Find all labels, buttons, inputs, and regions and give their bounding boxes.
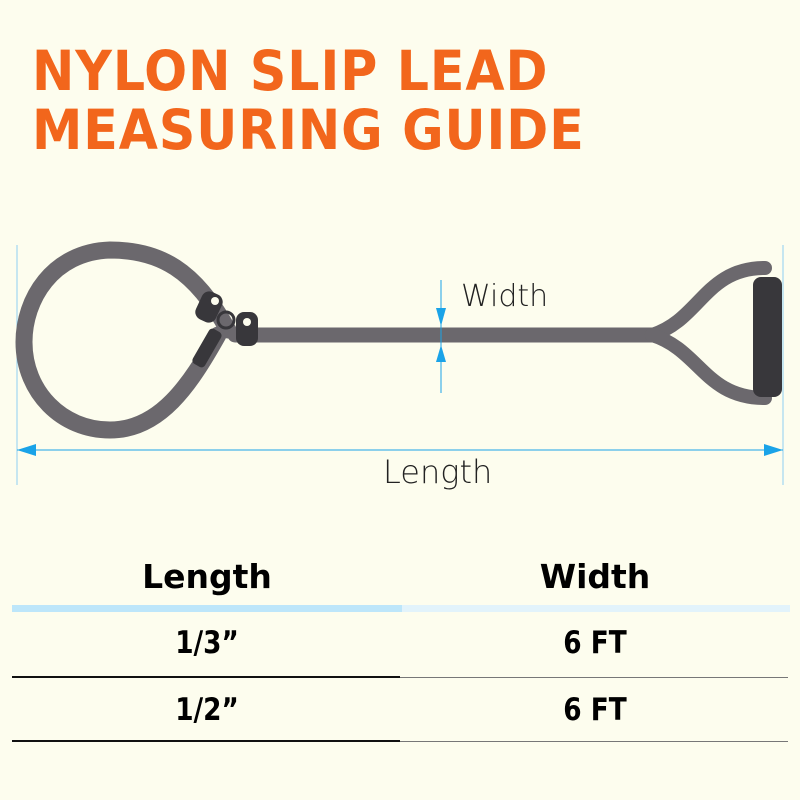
row-divider [400,741,788,742]
cell-length: 1/3” [175,625,239,661]
cell-width: 6 FT [563,625,627,661]
row-divider [12,740,400,742]
header-divider-right [402,605,790,612]
measure-guides [16,245,784,485]
length-label: Length [383,453,492,491]
title-line-1: NYLON SLIP LEAD [32,39,549,103]
page-title: NYLON SLIP LEAD MEASURING GUIDE [32,42,585,160]
row-divider [12,676,400,678]
cell-width: 6 FT [563,692,627,728]
title-line-2: MEASURING GUIDE [32,98,585,162]
length-indicator [17,444,783,456]
width-label: Width [461,279,548,314]
row-divider [400,677,788,678]
cell-length: 1/2” [175,692,239,728]
handle-grip [753,277,782,397]
slip-lead-illustration [15,241,772,439]
width-indicator [436,280,446,393]
slip-ring-hardware [192,291,258,368]
header-length: Length [142,557,272,596]
header-divider-left [12,605,402,612]
header-width: Width [539,557,651,596]
